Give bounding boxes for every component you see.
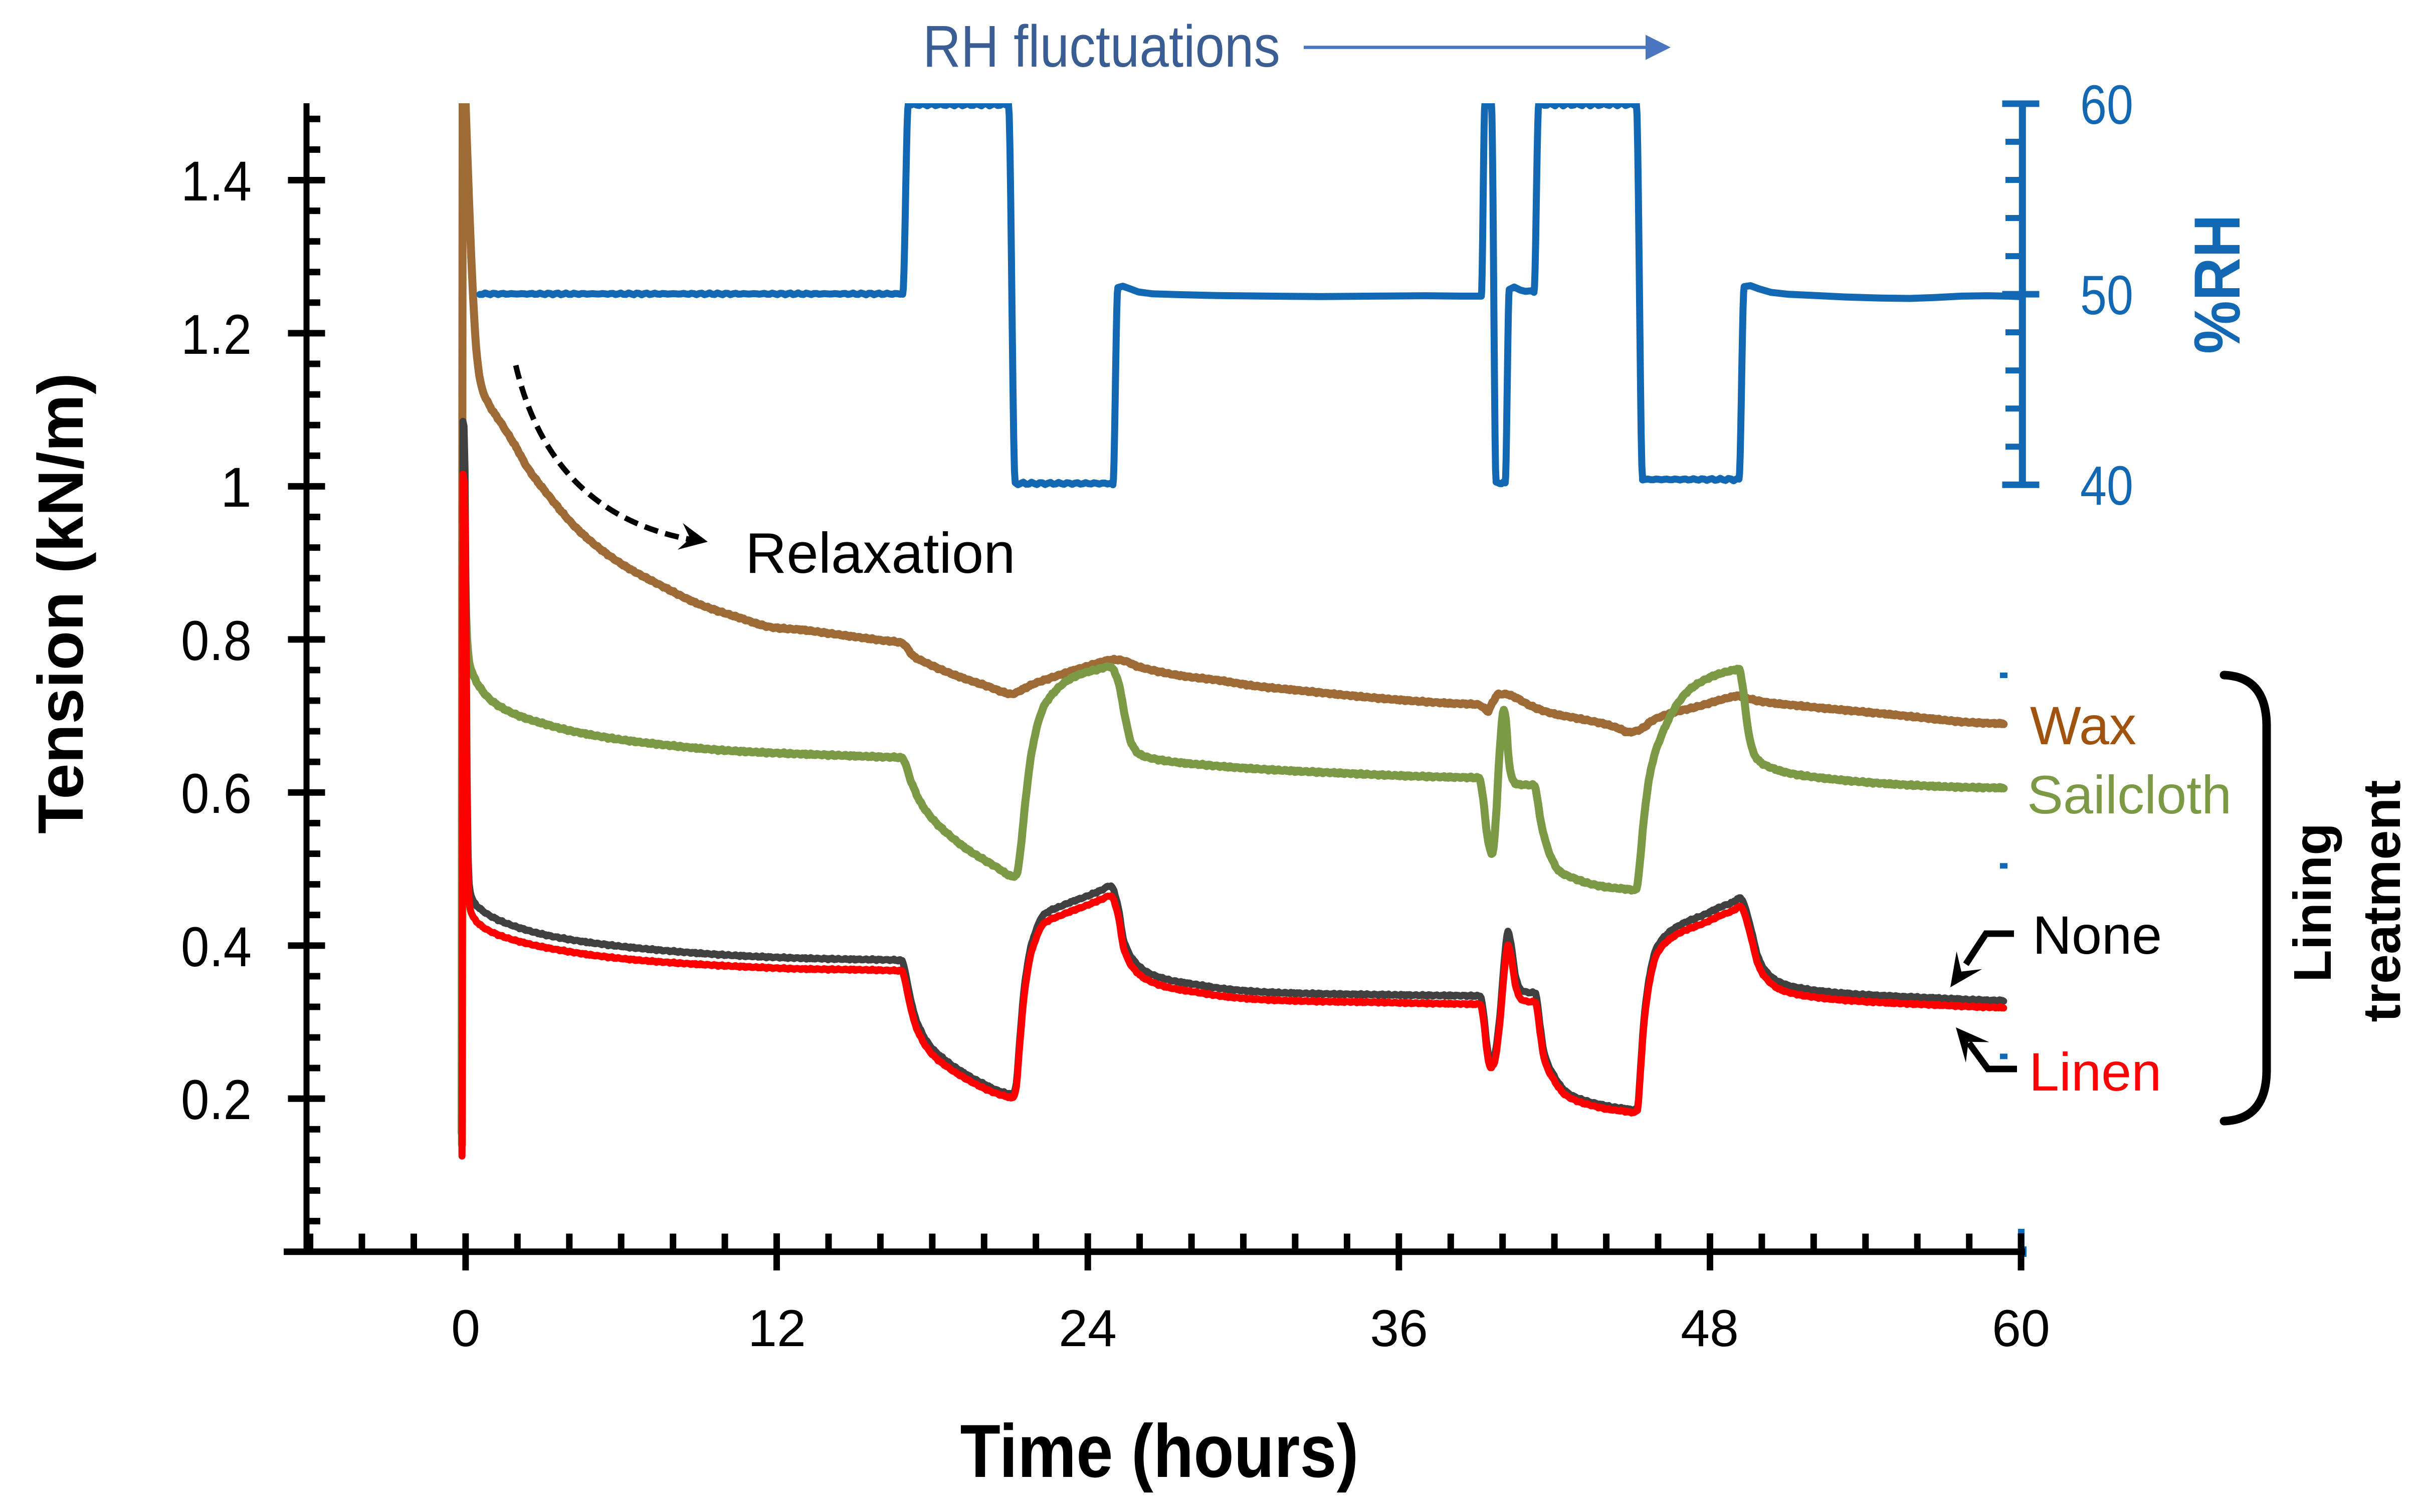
svg-text:60: 60 xyxy=(2080,74,2133,136)
svg-text:60: 60 xyxy=(1992,1300,2050,1358)
svg-text:RH fluctuations: RH fluctuations xyxy=(923,14,1280,80)
svg-text:1.4: 1.4 xyxy=(181,150,252,212)
svg-text:Lining: Lining xyxy=(2283,823,2342,982)
svg-text:Linen: Linen xyxy=(2029,1041,2161,1102)
svg-text:48: 48 xyxy=(1681,1300,1739,1358)
svg-text:1.2: 1.2 xyxy=(181,303,252,366)
svg-text:40: 40 xyxy=(2080,455,2133,517)
svg-text:None: None xyxy=(2033,905,2162,965)
svg-text:24: 24 xyxy=(1059,1300,1117,1358)
svg-text:12: 12 xyxy=(748,1300,806,1358)
svg-text:36: 36 xyxy=(1370,1300,1428,1358)
svg-text:Tension (kN/m): Tension (kN/m) xyxy=(25,373,97,834)
svg-text:1: 1 xyxy=(221,456,252,519)
svg-text:0: 0 xyxy=(451,1300,480,1358)
svg-text:Relaxation: Relaxation xyxy=(745,522,1016,585)
svg-text:0.4: 0.4 xyxy=(181,916,252,978)
svg-text:Wax: Wax xyxy=(2030,695,2136,756)
svg-text:%RH: %RH xyxy=(2180,214,2254,354)
svg-text:50: 50 xyxy=(2080,265,2133,326)
svg-text:0.2: 0.2 xyxy=(181,1068,252,1131)
svg-text:Sailcloth: Sailcloth xyxy=(2027,764,2232,825)
svg-text:treatment: treatment xyxy=(2352,780,2411,1022)
svg-text:0.8: 0.8 xyxy=(181,609,252,672)
svg-text:Time (hours): Time (hours) xyxy=(960,1409,1359,1493)
svg-text:0.6: 0.6 xyxy=(181,762,252,825)
